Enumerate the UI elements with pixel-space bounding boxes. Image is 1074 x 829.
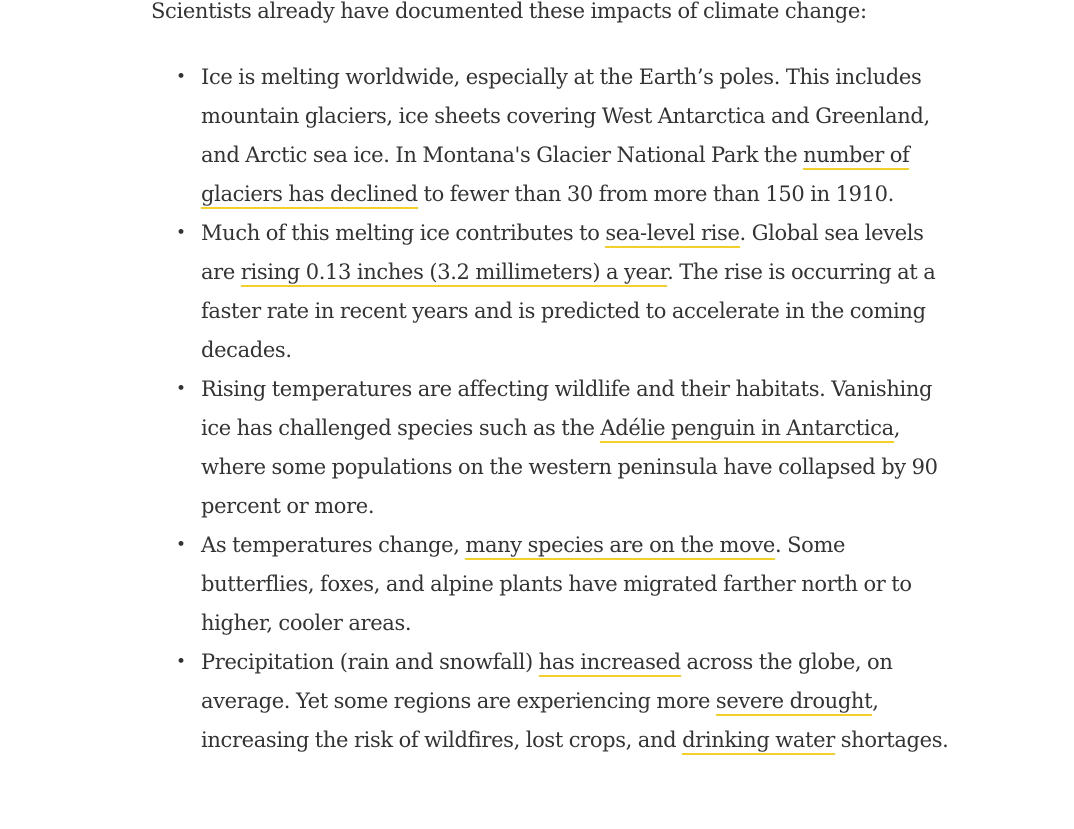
list-item-text: , increasing the risk of wildfires, lost…: [201, 689, 879, 752]
list-item-text: shortages.: [834, 728, 949, 752]
inline-link[interactable]: sea-level rise: [605, 221, 740, 248]
list-item-text: Precipitation (rain and snowfall): [201, 650, 539, 674]
bullet-icon: •: [176, 223, 186, 243]
list-item-text: Much of this melting ice contributes to: [201, 221, 606, 245]
inline-link[interactable]: drinking water: [682, 728, 835, 755]
list-item-text: , where some populations on the western …: [201, 416, 938, 518]
bullet-icon: •: [176, 379, 186, 399]
impacts-list: • Ice is melting worldwide, especially at…: [151, 58, 951, 760]
inline-link[interactable]: has increased: [538, 650, 681, 677]
list-item: • Rising temperatures are affecting wildl…: [151, 370, 951, 526]
list-item-text: . The rise is occurring at a faster rate…: [201, 260, 936, 362]
inline-link[interactable]: Adélie penguin in Antarctica: [600, 416, 894, 443]
list-item-text: . Some butterflies, foxes, and alpine pl…: [201, 533, 912, 635]
inline-link[interactable]: many species are on the move: [465, 533, 775, 560]
inline-link[interactable]: severe drought: [715, 689, 873, 716]
list-item: • Precipitation (rain and snowfall) has i…: [151, 643, 951, 760]
list-item: • As temperatures change, many species ar…: [151, 526, 951, 643]
list-item-text: . Global sea levels are: [201, 221, 924, 284]
list-item-text: Ice is melting worldwide, especially at …: [201, 65, 930, 167]
bullet-icon: •: [176, 67, 186, 87]
inline-link[interactable]: rising 0.13 inches (3.2 millimeters) a y…: [240, 260, 667, 287]
bullet-icon: •: [176, 535, 186, 555]
intro-paragraph: Scientists already have documented these…: [151, 0, 867, 23]
list-item-text: across the globe, on average. Yet some r…: [201, 650, 893, 713]
article-body: Scientists already have documented these…: [151, 0, 951, 760]
bullet-icon: •: [176, 652, 186, 672]
list-item-text: Rising temperatures are affecting wildli…: [201, 377, 933, 440]
inline-link[interactable]: number of glaciers has declined: [201, 143, 910, 209]
list-item: • Much of this melting ice contributes to…: [151, 214, 951, 370]
list-item-text: As temperatures change,: [201, 533, 466, 557]
list-item-text: to fewer than 30 from more than 150 in 1…: [417, 182, 895, 206]
list-item: • Ice is melting worldwide, especially at…: [151, 58, 951, 214]
